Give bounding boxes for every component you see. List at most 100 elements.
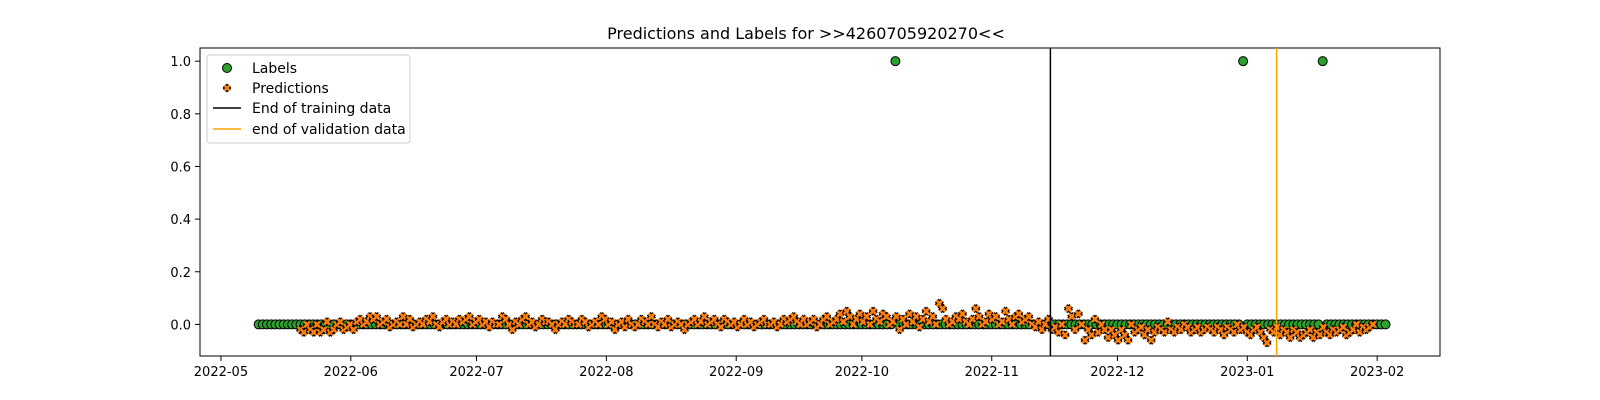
prediction-point [620,322,630,332]
x-tick-label: 2022-10 [835,365,889,380]
prediction-point [1080,335,1090,345]
prediction-point [1229,327,1239,337]
legend-validation-text: end of validation data [252,122,406,138]
prediction-point-fill [1316,331,1324,339]
prediction-point-fill [932,320,940,329]
prediction-point-fill [839,318,848,326]
prediction-point [1262,338,1272,348]
axes-frame [199,47,1441,357]
prediction-point [865,319,875,329]
prediction-point [997,317,1007,327]
prediction-point-fill [922,307,930,315]
prediction-point [428,311,438,322]
prediction-point [309,327,319,337]
prediction-point [1001,306,1011,316]
prediction-point [918,314,928,324]
prediction-point-fill [1124,336,1132,344]
legend-box [206,54,411,144]
y-tick-label: 0.2 [170,266,191,281]
prediction-point [464,311,474,322]
prediction-point [1007,319,1017,329]
prediction-point-fill [1025,312,1033,321]
x-tick-label: 2022-09 [709,365,763,380]
prediction-point-fill [508,325,517,334]
legend-labels-marker [222,63,232,73]
prediction-point [1090,314,1100,324]
prediction-point [1315,330,1325,340]
prediction-point-fill [862,312,871,321]
prediction-point-fill [869,307,877,315]
prediction-point-fill [1008,320,1016,329]
prediction-point-fill [1068,312,1076,321]
x-tick-label: 2022-05 [194,365,248,380]
prediction-point-fill [1101,325,1109,334]
prediction-point-fill [902,320,910,329]
prediction-point-fill [809,315,818,323]
prediction-point [921,306,931,316]
prediction-point-fill [1263,339,1271,347]
prediction-point [1163,317,1173,327]
label-point [1317,56,1328,67]
prediction-point [474,314,484,324]
prediction-point-fill [594,320,603,329]
prediction-point-fill [1077,320,1086,329]
prediction-point [901,319,911,329]
prediction-point [623,314,633,324]
prediction-point-fill [958,310,967,318]
prediction-point [1077,319,1087,329]
prediction-point-fill [998,318,1006,326]
legend-predictions-marker-fill [223,84,231,92]
prediction-point-fill [972,304,980,313]
prediction-point [1338,322,1348,332]
prediction-point [875,317,885,327]
prediction-point-fill [621,323,629,331]
prediction-point [405,314,415,324]
prediction-point [1053,327,1064,337]
prediction-point-fill [1352,320,1361,329]
prediction-point-fill [1015,310,1023,318]
prediction-point-fill [323,318,331,326]
prediction-point [1093,327,1103,337]
prediction-point [626,319,637,329]
prediction-point-fill [1064,304,1073,313]
prediction-point-fill [647,312,656,321]
prediction-point [822,311,832,322]
prediction-point-fill [1144,325,1152,334]
prediction-point-fill [1160,328,1169,337]
prediction-point [974,311,984,322]
prediction-point-fill [1094,328,1102,337]
prediction-point [643,319,653,329]
prediction-point-fill [1034,318,1043,326]
prediction-point-fill [495,320,503,329]
prediction-point-fill [372,312,381,321]
x-tick-label: 2022-11 [965,365,1019,380]
prediction-point [938,304,948,314]
prediction-point [861,311,872,322]
prediction-point-fill [1114,336,1122,344]
prediction-point-fill [938,304,947,313]
y-tick-label: 1.0 [170,55,191,70]
prediction-point [395,319,405,329]
prediction-point-fill [1091,315,1099,323]
prediction-point-fill [991,312,1000,321]
prediction-point [895,325,905,335]
prediction-point-fill [876,318,884,326]
prediction-point [716,322,726,332]
prediction-point [1159,327,1170,337]
prediction-point [911,311,921,322]
prediction-point-fill [1286,333,1294,342]
prediction-point [845,311,855,322]
prediction-point [398,311,408,322]
prediction-point-fill [895,325,904,334]
y-tick-label: 0.4 [170,213,191,228]
prediction-point-fill [521,312,530,321]
prediction-point [931,319,941,329]
prediction-point [1063,304,1074,314]
prediction-point-fill [892,312,901,321]
prediction-point-fill [882,312,891,321]
prediction-point-fill [1339,323,1347,331]
prediction-point [855,309,865,319]
prediction-point [494,319,504,329]
prediction-point [981,317,991,327]
prediction-point [372,311,382,322]
